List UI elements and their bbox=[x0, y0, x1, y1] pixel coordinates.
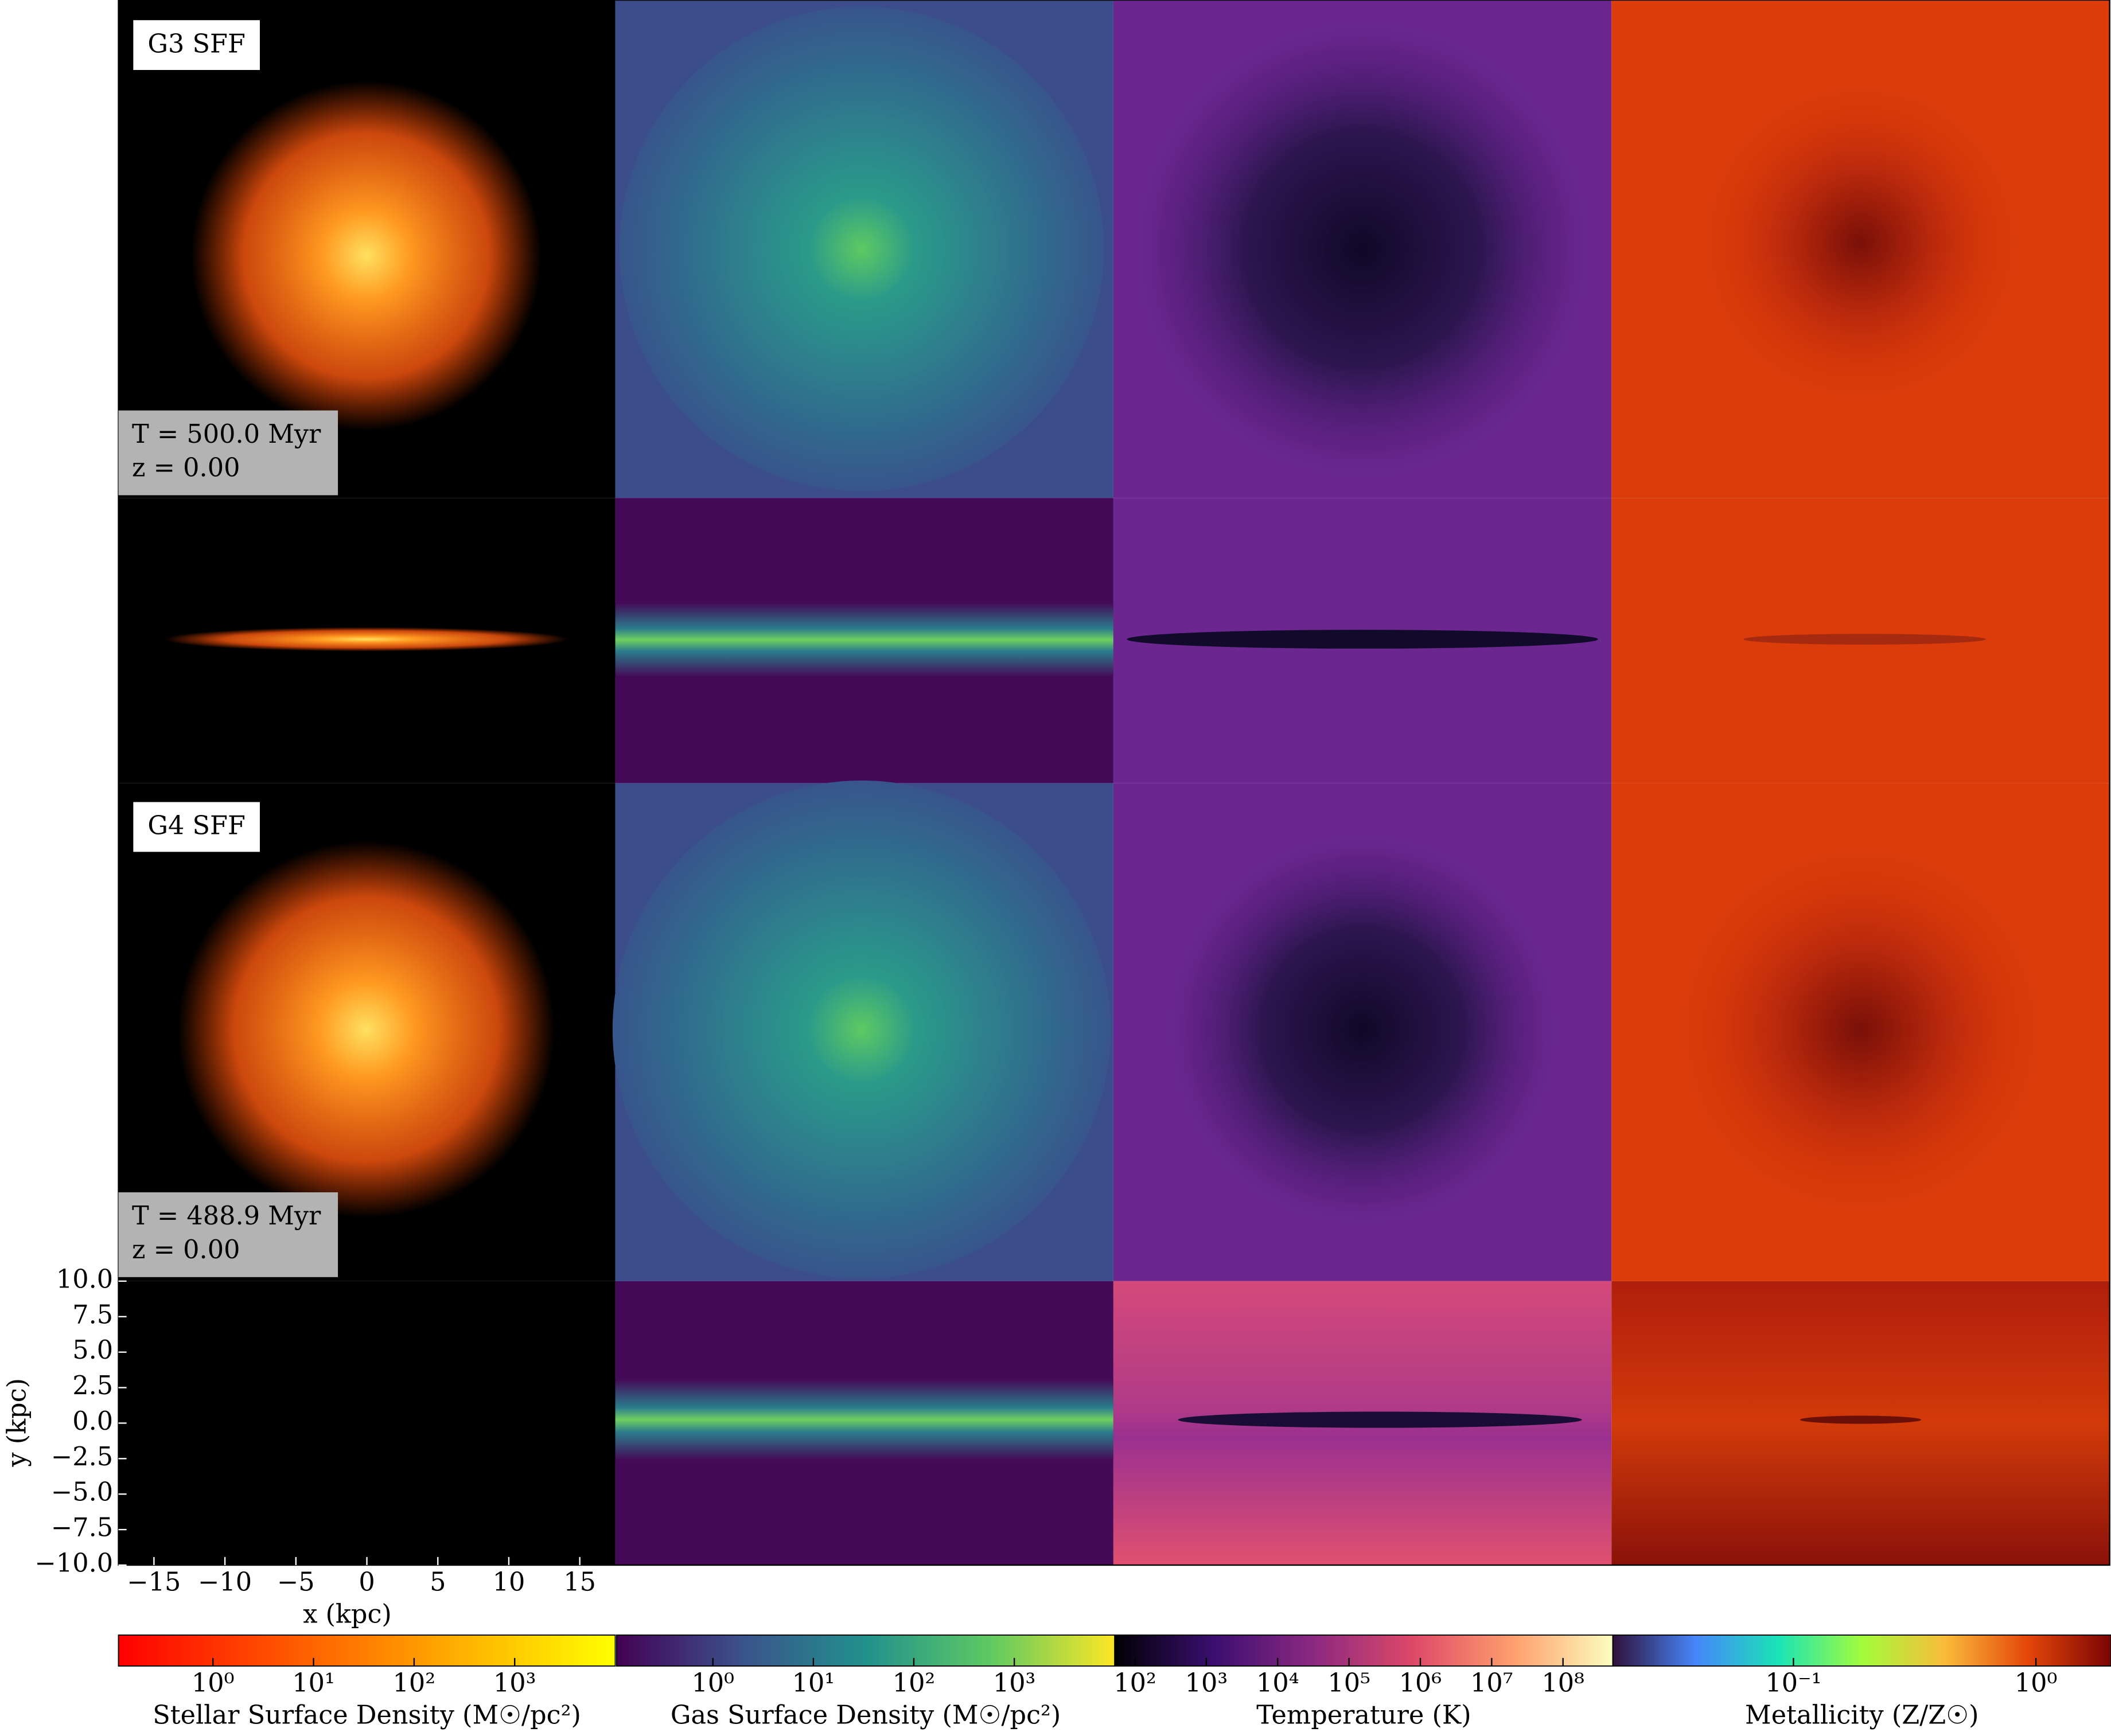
stellar-panel bbox=[118, 1281, 616, 1565]
colorbar-tick-label: 10⁵ bbox=[1327, 1668, 1370, 1698]
temperature-disc bbox=[1127, 630, 1598, 649]
colorbar bbox=[616, 1634, 1116, 1667]
labels: G3 SFF T = 500.0 Myr z = 0.00 G4 SFF T =… bbox=[2, 20, 392, 1629]
temperature-disc bbox=[1127, 13, 1598, 485]
metallicity-disc bbox=[1800, 1415, 1922, 1424]
temperature-disc bbox=[1178, 1411, 1582, 1428]
colorbar-tick-label: 10⁰ bbox=[192, 1668, 235, 1698]
colorbar-tick-label: 10³ bbox=[1185, 1668, 1228, 1698]
stellar-disc bbox=[191, 80, 542, 431]
x-tick-label: 10 bbox=[493, 1567, 525, 1597]
label-box bbox=[118, 1192, 338, 1277]
metallicity-disc bbox=[1658, 828, 2063, 1232]
y-tick-label: 2.5 bbox=[72, 1371, 113, 1400]
colorbar-tick-label: 10³ bbox=[493, 1668, 536, 1698]
colorbar-label: Temperature (K) bbox=[1256, 1700, 1471, 1730]
colorbar-tick-label: 10⁶ bbox=[1399, 1668, 1442, 1698]
colorbar-tick-label: 10³ bbox=[993, 1668, 1036, 1698]
gas-disc bbox=[619, 6, 1104, 491]
y-tick-label: −2.5 bbox=[51, 1442, 113, 1472]
panel-redshift: z = 0.00 bbox=[132, 1235, 240, 1265]
y-tick-label: −10.0 bbox=[35, 1548, 114, 1578]
colorbar-label: Stellar Surface Density (M☉/pc²) bbox=[153, 1700, 581, 1730]
stellar-disc bbox=[164, 627, 568, 652]
colorbar-tick-label: 10² bbox=[393, 1668, 436, 1698]
y-tick-label: −5.0 bbox=[51, 1477, 113, 1507]
x-tick-label: 5 bbox=[430, 1567, 446, 1597]
x-tick-label: −10 bbox=[198, 1567, 252, 1597]
colorbar-tick-label: 10⁰ bbox=[691, 1668, 734, 1698]
colorbar-label: Gas Surface Density (M☉/pc²) bbox=[671, 1700, 1061, 1730]
colorbar bbox=[1114, 1634, 1614, 1667]
gas-disc bbox=[612, 780, 1111, 1279]
colorbar-tick-label: 10² bbox=[893, 1668, 936, 1698]
y-tick-label: 7.5 bbox=[72, 1300, 113, 1329]
panel-redshift: z = 0.00 bbox=[132, 452, 240, 482]
frame bbox=[118, 0, 2110, 1566]
colorbar-tick-label: 10⁴ bbox=[1256, 1668, 1299, 1698]
x-tick-label: 0 bbox=[359, 1567, 375, 1597]
temperature-disc bbox=[1160, 828, 1565, 1232]
panel-time: T = 488.9 Myr bbox=[132, 1201, 321, 1231]
panels bbox=[118, 0, 2110, 1566]
panel-time: T = 500.0 Myr bbox=[132, 419, 321, 449]
metallicity-disc bbox=[1743, 634, 1986, 645]
label-box bbox=[118, 410, 338, 496]
colorbar-tick-label: 10⁻¹ bbox=[1765, 1668, 1821, 1698]
colorbar-tick-label: 10⁷ bbox=[1470, 1668, 1513, 1698]
y-tick-label: 0.0 bbox=[72, 1406, 113, 1436]
colorbar-tick-label: 10² bbox=[1113, 1668, 1156, 1698]
gas-disc bbox=[615, 1379, 1113, 1460]
x-axis-label: x (kpc) bbox=[303, 1600, 392, 1629]
colorbar bbox=[118, 1634, 616, 1667]
colorbar-tick-label: 10⁸ bbox=[1541, 1668, 1584, 1698]
x-tick-label: −5 bbox=[277, 1567, 315, 1597]
colorbar bbox=[1612, 1634, 2111, 1667]
label-box bbox=[133, 802, 260, 852]
colorbar-tick-label: 10⁰ bbox=[2015, 1668, 2058, 1698]
panel-name: G4 SFF bbox=[147, 811, 246, 841]
x-tick-label: 15 bbox=[563, 1567, 596, 1597]
y-axis-label: y (kpc) bbox=[2, 1378, 32, 1468]
label-box bbox=[133, 20, 260, 71]
gas-disc bbox=[615, 603, 1113, 677]
panel-name: G3 SFF bbox=[147, 29, 246, 58]
colorbar-label: Metallicity (Z/Z☉) bbox=[1745, 1700, 1979, 1730]
stellar-disc bbox=[177, 841, 555, 1218]
y-tick-label: −7.5 bbox=[51, 1513, 113, 1543]
y-tick-label: 10.0 bbox=[56, 1264, 113, 1294]
colorbar-tick-label: 10¹ bbox=[792, 1668, 835, 1698]
colorbar-tick-label: 10¹ bbox=[292, 1668, 335, 1698]
y-tick-label: 5.0 bbox=[72, 1335, 113, 1365]
metallicity-disc bbox=[1685, 67, 2036, 418]
x-tick-label: −15 bbox=[127, 1567, 181, 1597]
